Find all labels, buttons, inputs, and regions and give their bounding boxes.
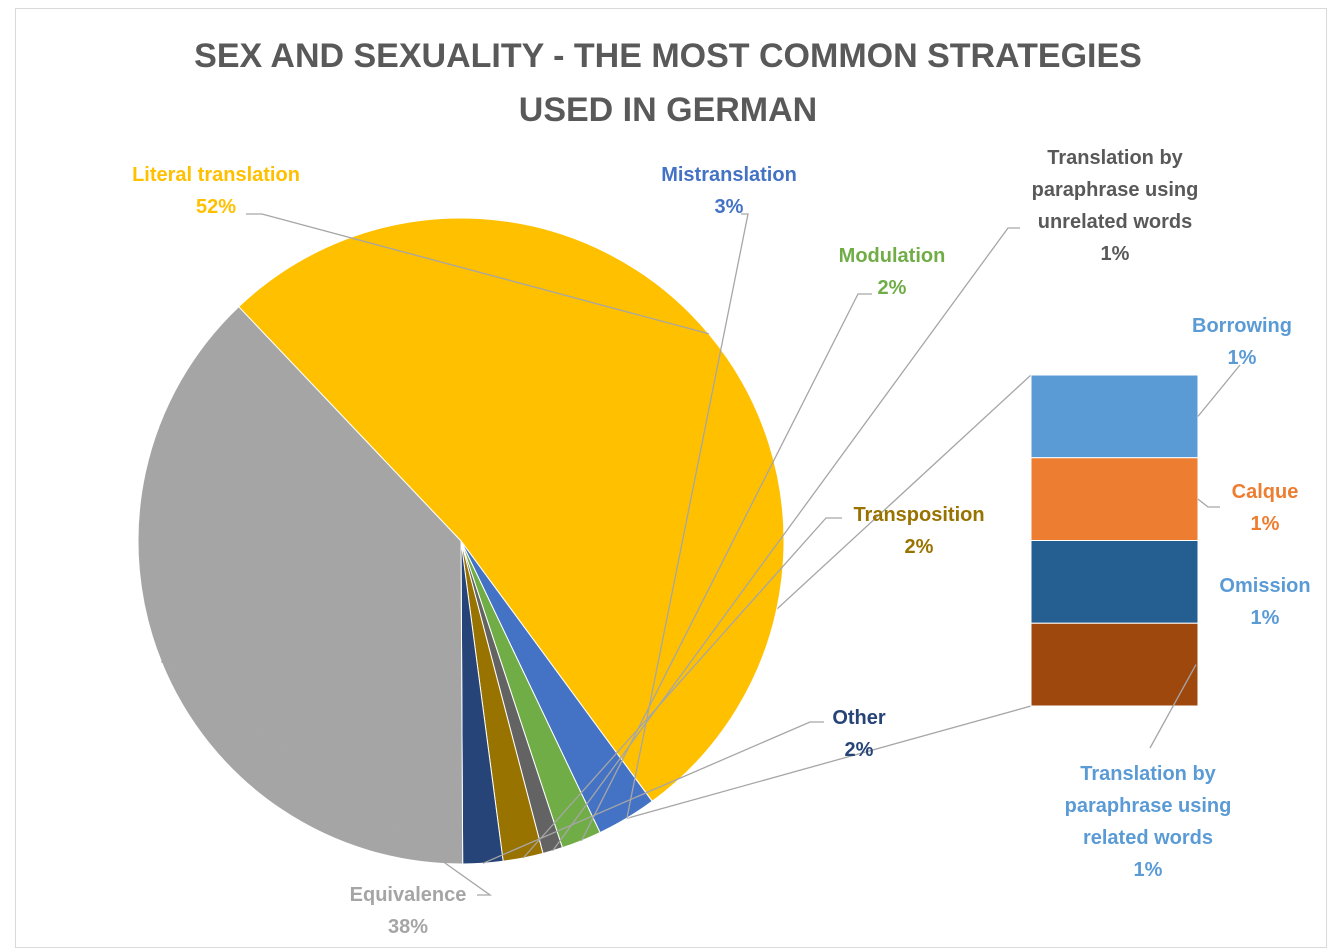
data-label-calque-value: 1% xyxy=(1251,513,1280,535)
leader-line-related xyxy=(1149,664,1197,749)
chart-title-line-2: USED IN GERMAN xyxy=(519,91,817,129)
leader-line-mistranslation xyxy=(626,213,749,819)
data-label-modulation-name-line-1: Modulation xyxy=(839,245,946,267)
data-label-unrelated-name-line-3: unrelated words xyxy=(1038,211,1192,233)
leader-line-borrowing xyxy=(1197,364,1241,417)
leader-line-equivalence xyxy=(160,660,493,896)
bar-segment-omission xyxy=(1030,540,1199,624)
data-label-mistranslation-name-line-1: Mistranslation xyxy=(661,164,797,186)
data-label-unrelated: Translation by paraphrase using unrelated … xyxy=(1032,147,1199,265)
data-label-transposition: Transposition 2% xyxy=(853,504,984,558)
leader-line-literal xyxy=(246,213,709,335)
data-label-omission-value: 1% xyxy=(1251,607,1280,629)
data-label-modulation: Modulation 2% xyxy=(839,245,946,299)
chart-title-line-1: SEX AND SEXUALITY - THE MOST COMMON STRA… xyxy=(194,37,1142,75)
leader-line-modulation xyxy=(580,293,872,841)
data-label-related: Translation by paraphrase using related wo… xyxy=(1065,763,1232,881)
data-label-borrowing-name-line-1: Borrowing xyxy=(1192,315,1292,337)
data-label-literal-value: 52% xyxy=(196,196,236,218)
other-breakdown-bar xyxy=(1030,374,1199,707)
pie-slices xyxy=(137,217,785,865)
data-label-borrowing-value: 1% xyxy=(1228,347,1257,369)
data-label-equivalence: Equivalence 38% xyxy=(350,884,467,938)
chart-title: SEX AND SEXUALITY - THE MOST COMMON STRA… xyxy=(194,37,1142,129)
data-labels: Literal translation 52% Mistranslation 3% Mo… xyxy=(132,147,1310,938)
data-label-other-value: 2% xyxy=(845,739,874,761)
data-label-omission: Omission 1% xyxy=(1219,575,1310,629)
bar-segment-borrowing xyxy=(1030,374,1199,459)
data-label-equivalence-value: 38% xyxy=(388,916,428,938)
leader-line-calque xyxy=(1197,498,1220,508)
data-label-equivalence-name-line-1: Equivalence xyxy=(350,884,467,906)
data-label-related-value: 1% xyxy=(1134,859,1163,881)
data-label-transposition-value: 2% xyxy=(905,536,934,558)
data-label-mistranslation: Mistranslation 3% xyxy=(661,164,797,218)
pie-slice-equivalence xyxy=(137,305,464,865)
bar-segment-related xyxy=(1030,622,1199,707)
data-label-mistranslation-value: 3% xyxy=(715,196,744,218)
data-label-omission-name-line-1: Omission xyxy=(1219,575,1310,597)
bar-segment-calque xyxy=(1030,457,1199,541)
leader-line-transposition xyxy=(522,517,842,859)
leader-lines xyxy=(160,213,1241,896)
data-label-other: Other 2% xyxy=(832,707,886,761)
leader-line-unrelated xyxy=(552,227,1020,852)
data-label-transposition-name-line-1: Transposition xyxy=(853,504,984,526)
data-label-unrelated-value: 1% xyxy=(1101,243,1130,265)
data-label-other-name-line-1: Other xyxy=(832,707,886,729)
data-label-calque: Calque 1% xyxy=(1232,481,1299,535)
data-label-related-name-line-1: Translation by xyxy=(1080,763,1216,785)
data-label-unrelated-name-line-1: Translation by xyxy=(1047,147,1183,169)
data-label-unrelated-name-line-2: paraphrase using xyxy=(1032,179,1199,201)
data-label-borrowing: Borrowing 1% xyxy=(1192,315,1292,369)
leader-line-other xyxy=(482,721,824,864)
data-label-related-name-line-3: related words xyxy=(1083,827,1213,849)
data-label-calque-name-line-1: Calque xyxy=(1232,481,1299,503)
data-label-literal-name-line-1: Literal translation xyxy=(132,164,300,186)
data-label-modulation-value: 2% xyxy=(878,277,907,299)
data-label-related-name-line-2: paraphrase using xyxy=(1065,795,1232,817)
data-label-literal: Literal translation 52% xyxy=(132,164,300,218)
